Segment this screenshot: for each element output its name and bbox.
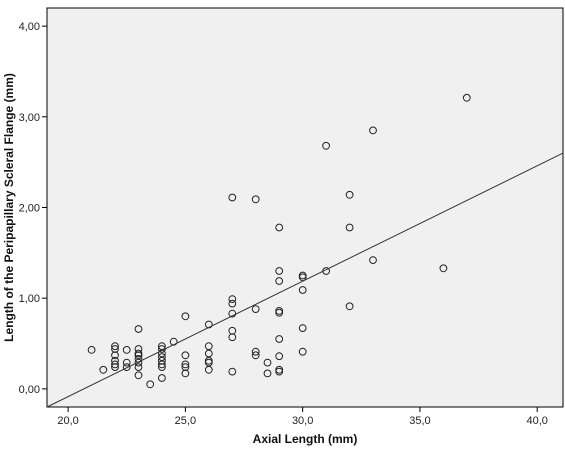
data-point xyxy=(322,141,331,150)
data-point xyxy=(134,351,143,360)
data-point xyxy=(181,369,190,378)
data-point xyxy=(298,324,307,333)
data-point xyxy=(181,351,190,360)
data-point xyxy=(275,223,284,232)
data-point xyxy=(298,286,307,294)
data-points xyxy=(87,93,471,389)
data-point xyxy=(146,380,155,389)
y-tick-label: 0,00 xyxy=(19,384,40,396)
data-point xyxy=(251,195,260,204)
data-point xyxy=(345,223,354,232)
data-point xyxy=(122,358,131,367)
data-point xyxy=(275,367,284,376)
data-point xyxy=(275,308,284,317)
data-point xyxy=(134,325,143,333)
data-point xyxy=(134,358,143,367)
data-point xyxy=(134,363,143,372)
data-point xyxy=(462,93,471,102)
data-point xyxy=(263,369,272,378)
data-point xyxy=(158,374,166,382)
x-axis: 20,0 25,0 30,0 35,0 40,0 xyxy=(57,407,548,427)
data-point xyxy=(87,346,96,354)
x-axis-title: Axial Length (mm) xyxy=(253,432,358,446)
data-point xyxy=(228,193,237,202)
data-point xyxy=(345,190,354,199)
data-point xyxy=(111,345,119,353)
data-point xyxy=(228,333,237,342)
data-point xyxy=(111,342,119,351)
plot-area xyxy=(46,7,564,408)
y-tick-label: 1,00 xyxy=(19,293,40,305)
x-tick-label: 30,0 xyxy=(292,415,313,427)
data-point xyxy=(181,360,190,369)
regression-line xyxy=(46,152,564,408)
x-tick-label: 20,0 xyxy=(57,415,78,427)
data-point xyxy=(204,365,213,374)
data-point xyxy=(181,312,190,321)
x-tick-label: 35,0 xyxy=(409,415,430,427)
data-point xyxy=(251,351,260,360)
data-point xyxy=(345,302,354,311)
x-tick-label: 40,0 xyxy=(526,415,547,427)
data-point xyxy=(158,363,166,372)
data-point xyxy=(251,305,260,314)
data-point xyxy=(275,352,284,361)
data-point xyxy=(275,277,284,285)
y-axis: 0,00 1,00 2,00 3,00 4,00 xyxy=(19,21,47,396)
data-point xyxy=(158,360,166,369)
x-tick-label: 25,0 xyxy=(175,415,196,427)
data-point xyxy=(369,256,377,265)
data-point xyxy=(122,346,131,354)
y-tick-label: 3,00 xyxy=(19,112,40,124)
data-point xyxy=(228,299,237,308)
data-point xyxy=(111,351,119,360)
data-point xyxy=(99,365,108,374)
y-tick-label: 4,00 xyxy=(19,21,40,33)
data-point xyxy=(134,345,143,353)
data-point xyxy=(134,371,143,380)
data-point xyxy=(181,363,190,372)
data-point xyxy=(228,367,237,376)
data-point xyxy=(111,360,119,369)
data-point xyxy=(228,295,237,304)
data-point xyxy=(439,264,448,273)
data-point xyxy=(251,347,260,356)
data-point xyxy=(275,335,284,343)
data-point xyxy=(122,363,131,372)
data-point xyxy=(263,358,272,367)
data-point xyxy=(111,363,119,372)
data-point xyxy=(275,267,284,275)
data-point xyxy=(369,126,377,135)
data-point xyxy=(298,347,307,356)
y-axis-title: Length of the Peripapillary Scleral Flan… xyxy=(2,73,16,342)
y-tick-label: 2,00 xyxy=(19,203,40,215)
